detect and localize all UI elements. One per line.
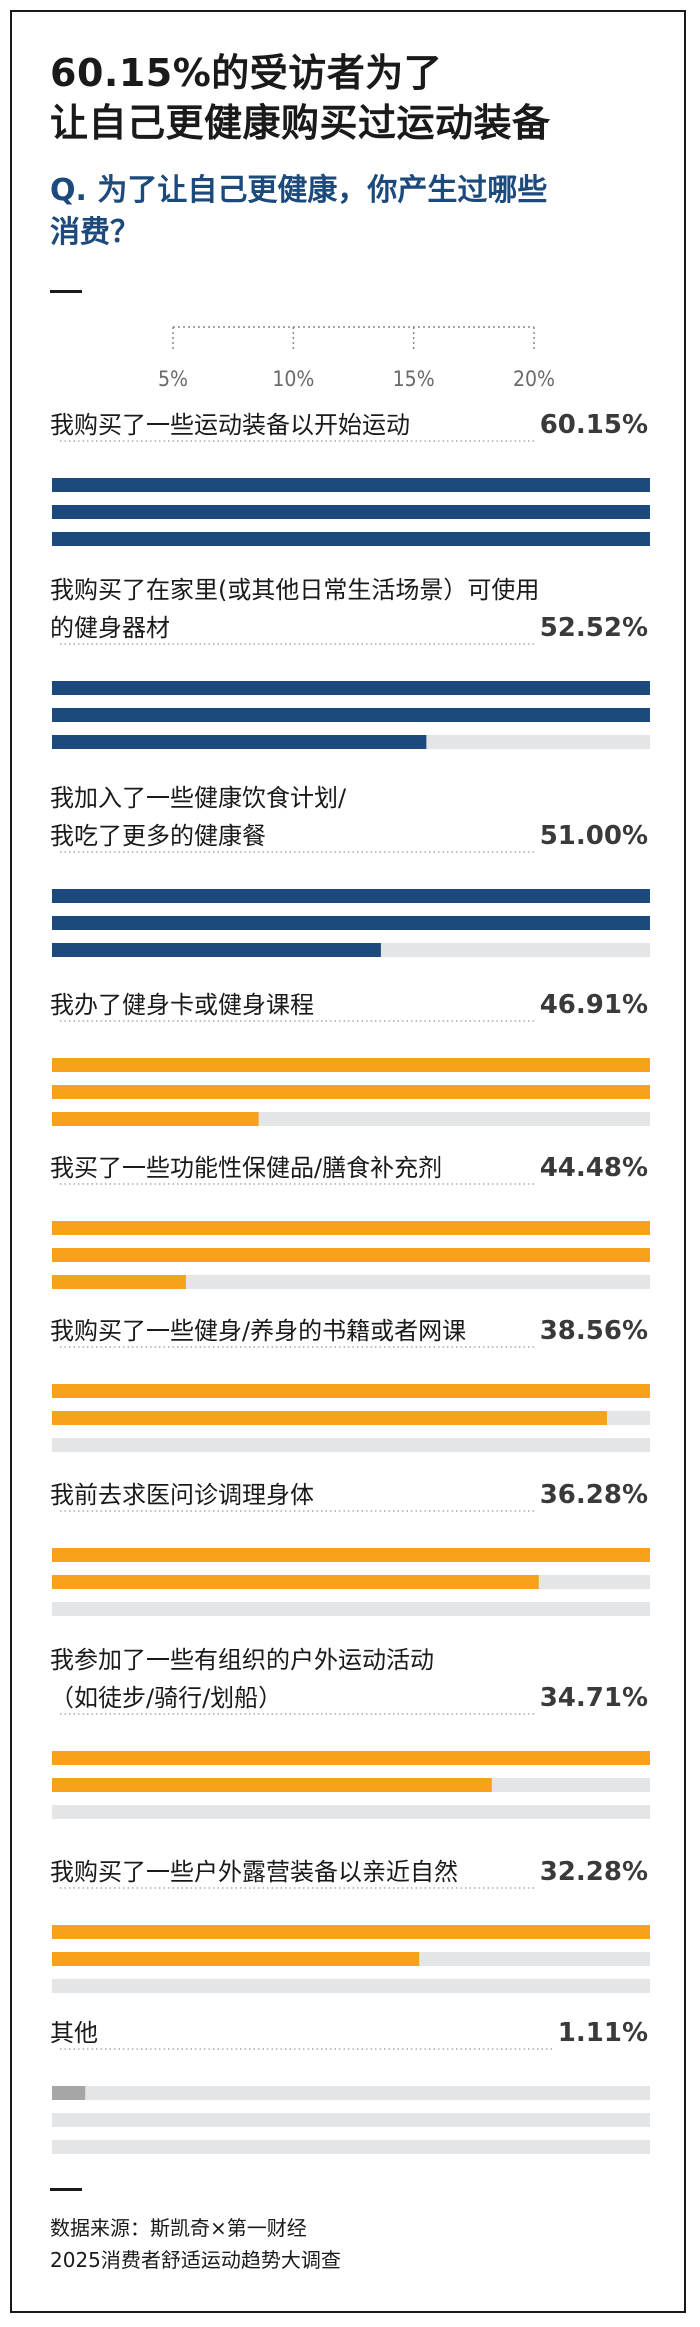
category-label: 的健身器材 <box>50 614 170 642</box>
bar-segment <box>52 1575 539 1589</box>
bar-segment <box>52 1411 607 1425</box>
source-note: 数据来源：斯凯奇×第一财经 2025消费者舒适运动趋势大调查 <box>50 2212 341 2276</box>
category-label: 我前去求医问诊调理身体 <box>50 1481 314 1509</box>
category-label: 我购买了一些运动装备以开始运动 <box>50 411 410 439</box>
bar-segment <box>52 1952 420 1966</box>
source-line-2: 2025消费者舒适运动趋势大调查 <box>50 2248 341 2272</box>
category-label: 其他 <box>50 2019 98 2047</box>
bar-segment <box>52 532 650 546</box>
bar-segment <box>52 1751 650 1765</box>
bar-segment <box>52 681 650 695</box>
bar-segment <box>52 1221 650 1235</box>
category-label: 我参加了一些有组织的户外运动活动 <box>50 1646 434 1674</box>
bar-segment <box>52 1384 650 1398</box>
value-label: 1.11% <box>551 2015 648 2051</box>
page-title: 60.15%的受访者为了 让自己更健康购买过运动装备 <box>50 48 551 148</box>
bar-segment <box>52 1548 650 1562</box>
value-label: 46.91% <box>533 987 648 1023</box>
value-label: 44.48% <box>533 1150 648 1186</box>
value-label: 51.00% <box>533 818 648 854</box>
question-line-1: Q. 为了让自己更健康，你产生过哪些 <box>50 173 548 208</box>
category-label: 我吃了更多的健康餐 <box>50 822 266 850</box>
bar-segment <box>52 943 381 957</box>
bar-track <box>52 2086 650 2100</box>
title-line-2: 让自己更健康购买过运动装备 <box>50 101 551 145</box>
scale-tick-label-3: 15% <box>393 367 435 391</box>
bar-track <box>52 1275 650 1289</box>
value-label: 36.28% <box>533 1477 648 1513</box>
bar-segment <box>52 1085 650 1099</box>
bar-segment <box>52 1058 650 1072</box>
value-label: 60.15% <box>533 407 648 443</box>
bar-track <box>52 1805 650 1819</box>
bar-track <box>52 2140 650 2154</box>
bar-segment <box>52 889 650 903</box>
category-label: 我购买了在家里(或其他日常生活场景）可使用 <box>50 576 540 604</box>
bar-segment <box>52 735 427 749</box>
scale-tick-label-4: 20% <box>513 367 555 391</box>
bar-segment <box>52 1925 650 1939</box>
bar-segment <box>52 1778 492 1792</box>
survey-question: Q. 为了让自己更健康，你产生过哪些 消费？ <box>50 170 660 254</box>
category-label: 我购买了一些户外露营装备以亲近自然 <box>50 1858 458 1886</box>
bar-track <box>52 1979 650 1993</box>
bar-segment <box>52 708 650 722</box>
footer-divider <box>50 2188 82 2191</box>
title-divider <box>50 290 82 293</box>
bar-track <box>52 2113 650 2127</box>
category-label: （如徒步/骑行/划船） <box>50 1684 283 1712</box>
bar-track <box>52 1438 650 1452</box>
scale-tick-label-1: 5% <box>158 367 188 391</box>
bar-segment <box>52 478 650 492</box>
bar-segment <box>52 1112 259 1126</box>
bar-segment <box>52 2086 86 2100</box>
category-label: 我办了健身卡或健身课程 <box>50 991 314 1019</box>
value-label: 52.52% <box>533 610 648 646</box>
bar-segment <box>52 1275 186 1289</box>
bar-segment <box>52 916 650 930</box>
value-label: 38.56% <box>533 1313 648 1349</box>
title-line-1: 60.15%的受访者为了 <box>50 51 443 95</box>
scale-tick-label-2: 10% <box>272 367 314 391</box>
category-label: 我购买了一些健身/养身的书籍或者网课 <box>50 1317 467 1345</box>
value-label: 34.71% <box>533 1680 648 1716</box>
category-label: 我加入了一些健康饮食计划/ <box>50 784 347 812</box>
question-line-2: 消费？ <box>50 215 140 250</box>
source-line-1: 数据来源：斯凯奇×第一财经 <box>50 2216 307 2240</box>
category-label: 我买了一些功能性保健品/膳食补充剂 <box>50 1154 443 1182</box>
bar-segment <box>52 1248 650 1262</box>
infographic-frame <box>10 10 686 2313</box>
bar-track <box>52 1602 650 1616</box>
value-label: 32.28% <box>533 1854 648 1890</box>
bar-segment <box>52 505 650 519</box>
